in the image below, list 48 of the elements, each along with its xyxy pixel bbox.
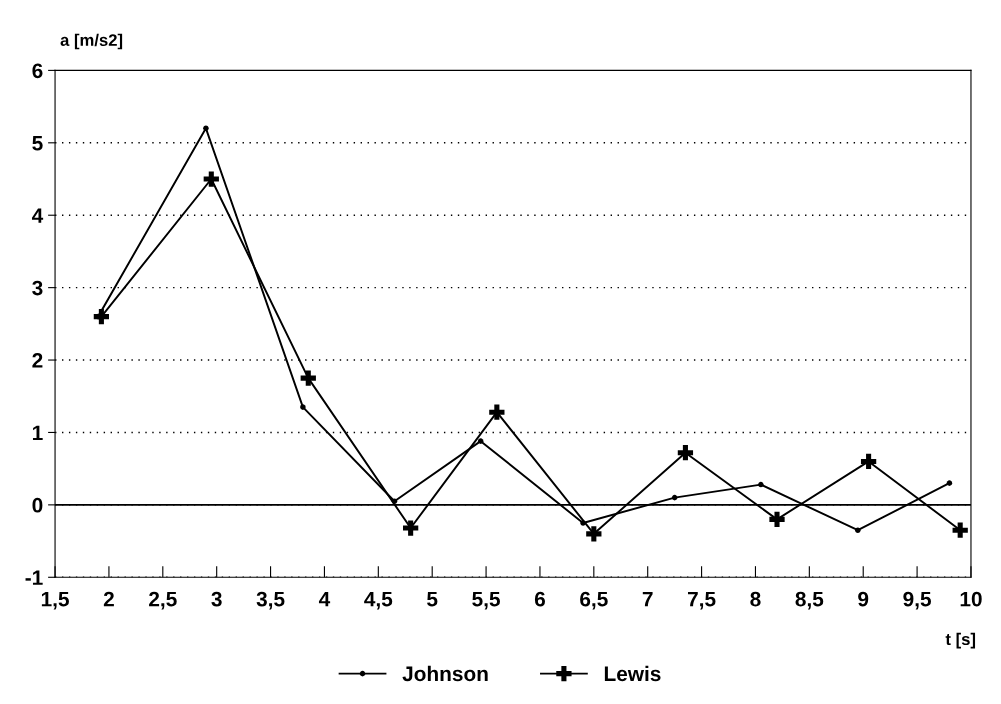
point <box>489 404 505 420</box>
x-tick-label: 4 <box>318 591 331 607</box>
point <box>671 494 678 501</box>
y-tick-label: 3 <box>32 280 43 296</box>
x-axis-title: t [s] <box>945 632 976 649</box>
x-tick-label: 2,5 <box>149 591 177 610</box>
point <box>403 520 419 536</box>
y-tick-label: -1 <box>25 570 43 585</box>
point <box>203 171 219 187</box>
y-tick-label: 4 <box>31 208 44 223</box>
point <box>860 453 877 470</box>
x-tick-label: 3 <box>211 591 222 607</box>
x-tick-label: 3,5 <box>256 591 285 610</box>
x-tick-label: 8 <box>750 591 761 607</box>
y-tick-label: 5 <box>32 136 43 151</box>
y-tick-label: 0 <box>32 497 43 513</box>
point <box>203 125 209 132</box>
y-tick-label: 6 <box>32 63 43 79</box>
point <box>946 480 953 486</box>
x-tick-label: 2 <box>103 591 114 607</box>
point <box>300 404 306 410</box>
point <box>477 438 484 444</box>
point <box>952 522 968 538</box>
x-tick-label: 8,5 <box>795 591 824 610</box>
x-tick-label: 6 <box>534 591 545 607</box>
y-tick-label: 2 <box>32 353 43 368</box>
x-tick-label: 9 <box>858 591 869 607</box>
x-tick-label: 7,5 <box>688 591 716 610</box>
point <box>769 511 785 527</box>
x-tick-label: 1,5 <box>41 591 69 610</box>
point <box>580 520 586 526</box>
x-tick-label: 7 <box>642 591 653 607</box>
legend-label: Johnson <box>402 665 488 682</box>
x-tick-label: 10 <box>960 591 982 607</box>
point <box>300 370 316 386</box>
point <box>391 498 398 505</box>
point <box>677 445 694 461</box>
x-tick-label: 5 <box>427 591 438 607</box>
point <box>586 526 602 542</box>
x-tick-label: 6,5 <box>580 591 608 610</box>
x-tick-label: 4,5 <box>364 591 393 610</box>
point <box>855 527 861 533</box>
point <box>758 481 764 488</box>
y-axis-title: a [m/s2] <box>60 33 123 50</box>
x-tick-label: 9,5 <box>903 591 931 610</box>
y-tick-label: 1 <box>32 425 43 441</box>
x-tick-label: 5,5 <box>472 591 500 610</box>
legend-label: Lewis <box>604 665 661 682</box>
